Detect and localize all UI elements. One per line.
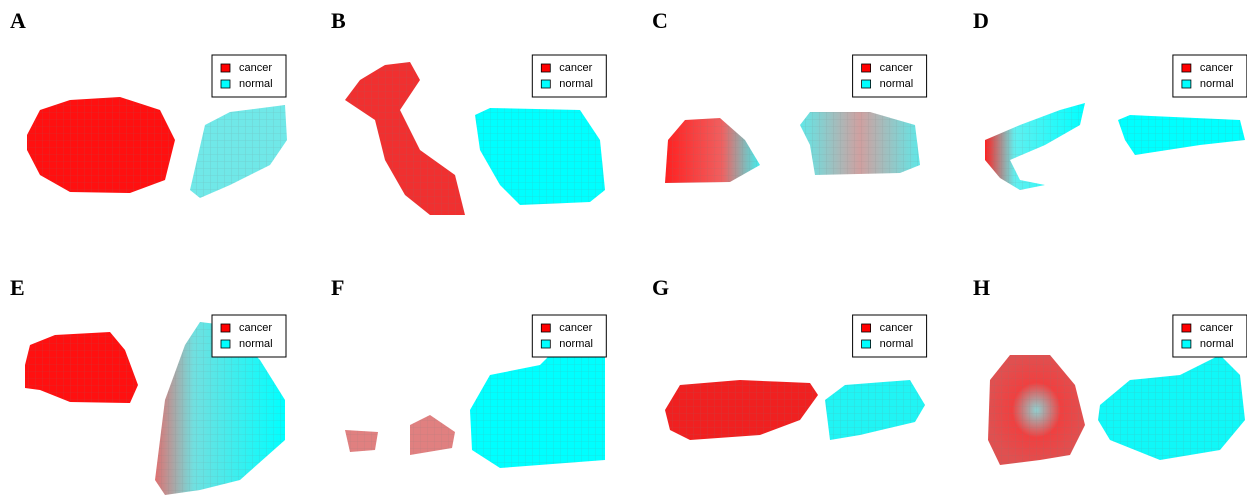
spot-grid	[665, 380, 818, 440]
spot-grid	[988, 355, 1085, 465]
spot-grid	[475, 108, 605, 205]
panel-label: E	[10, 275, 25, 300]
legend-label: cancer	[559, 322, 592, 334]
spot-grid	[27, 97, 175, 193]
panel-label: B	[331, 8, 346, 33]
legend-swatch	[862, 340, 871, 348]
legend-swatch	[541, 340, 550, 348]
legend-label: normal	[559, 78, 593, 90]
tissue-maps	[25, 62, 1245, 495]
legend-swatch	[541, 64, 550, 72]
panel-label: F	[331, 275, 344, 300]
panel-label: G	[652, 275, 669, 300]
spot-grid	[665, 118, 760, 183]
legend-swatch	[541, 80, 550, 88]
legend-label: cancer	[1200, 322, 1233, 334]
legend-swatch	[221, 340, 230, 348]
spot-grid	[825, 380, 925, 440]
spot-grid	[190, 105, 287, 198]
legend-label: normal	[880, 338, 914, 350]
panel-label: D	[973, 8, 989, 33]
spot-grid	[345, 62, 465, 215]
legend-label: cancer	[239, 62, 272, 74]
legend-label: normal	[239, 338, 273, 350]
spot-grid	[1098, 355, 1245, 460]
spot-grid	[985, 103, 1085, 190]
legend-label: cancer	[559, 62, 592, 74]
legend-swatch	[862, 64, 871, 72]
legend-swatch	[221, 324, 230, 332]
legend-label: cancer	[239, 322, 272, 334]
legend-label: normal	[559, 338, 593, 350]
legend-label: normal	[239, 78, 273, 90]
legend-swatch	[541, 324, 550, 332]
legend-swatch	[1182, 64, 1191, 72]
legend-label: cancer	[1200, 62, 1233, 74]
spot-grid	[1118, 115, 1245, 155]
legend-swatch	[862, 324, 871, 332]
panel-label: H	[973, 275, 990, 300]
spot-grid	[800, 112, 920, 175]
legend-swatch	[221, 80, 230, 88]
legend-swatch	[1182, 340, 1191, 348]
panel-label: A	[10, 8, 26, 33]
panel-label: C	[652, 8, 668, 33]
legend-swatch	[1182, 80, 1191, 88]
legend-swatch	[1182, 324, 1191, 332]
legend-label: cancer	[880, 322, 913, 334]
legend-label: normal	[1200, 78, 1234, 90]
spot-grid	[25, 332, 138, 403]
spot-grid	[470, 342, 605, 468]
legend-label: cancer	[880, 62, 913, 74]
spot-grid	[410, 415, 455, 455]
legend-label: normal	[880, 78, 914, 90]
legend-swatch	[221, 64, 230, 72]
spot-grid	[345, 430, 378, 452]
legend-swatch	[862, 80, 871, 88]
legend-label: normal	[1200, 338, 1234, 350]
figure: Acancer normal Bcancer normal Ccancer normal D…	[0, 0, 1247, 499]
